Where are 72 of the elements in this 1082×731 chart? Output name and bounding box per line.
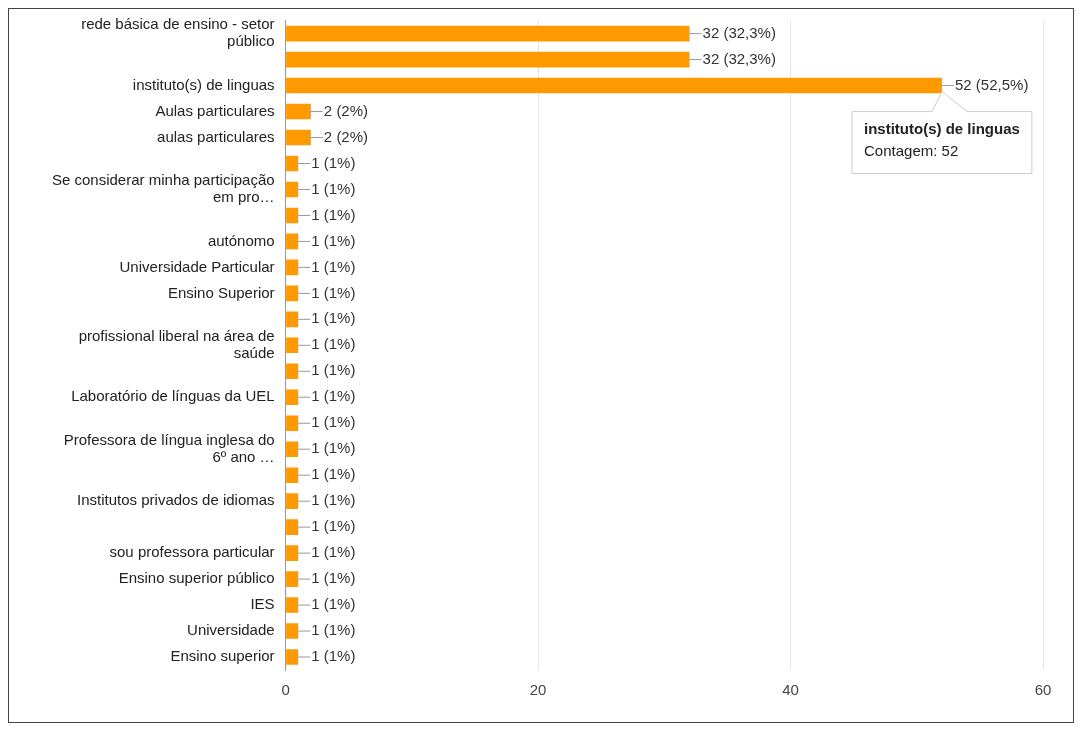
bar xyxy=(286,363,299,380)
data-label: 1 (1%) xyxy=(311,517,356,535)
y-tick-label: Institutos privados de idiomas xyxy=(77,491,275,509)
bar xyxy=(286,103,311,120)
data-label: 1 (1%) xyxy=(311,361,356,379)
bar xyxy=(286,259,299,276)
bar xyxy=(286,77,943,94)
y-tick-label: Ensino superior público xyxy=(118,569,275,587)
bar xyxy=(286,233,299,250)
y-tick-label: Professora de língua inglesa do 6º ano … xyxy=(63,430,275,465)
bar xyxy=(286,545,299,561)
bar xyxy=(286,519,299,535)
bar xyxy=(286,441,299,458)
bar xyxy=(286,493,299,509)
data-label: 32 (32,3%) xyxy=(702,49,776,67)
y-tick-label: sou professora particular xyxy=(109,543,275,561)
y-tick-label: IES xyxy=(250,595,275,613)
bar xyxy=(286,467,299,483)
data-label: 1 (1%) xyxy=(311,647,356,665)
x-tick-label: 0 xyxy=(281,681,290,699)
y-tick-label: rede básica de ensino - setor público xyxy=(81,15,275,50)
x-tick-label: 20 xyxy=(529,681,547,699)
data-label: 1 (1%) xyxy=(311,335,356,353)
data-label: 1 (1%) xyxy=(311,465,356,483)
bar xyxy=(286,389,299,406)
data-label: 1 (1%) xyxy=(311,231,356,249)
bar xyxy=(286,649,299,665)
y-tick-label: Ensino Superior xyxy=(167,283,275,301)
bar xyxy=(286,181,299,198)
y-tick-label: Ensino superior xyxy=(170,647,275,665)
y-tick-label: profissional liberal na área de saúde xyxy=(78,326,275,362)
data-label: 1 (1%) xyxy=(311,491,356,509)
bar xyxy=(286,129,311,146)
data-label: 1 (1%) xyxy=(311,569,356,587)
y-tick-label: instituto(s) de linguas xyxy=(132,75,275,93)
bar xyxy=(286,623,299,639)
bar xyxy=(286,25,690,42)
x-tick-label: 60 xyxy=(1034,681,1052,699)
data-label: 1 (1%) xyxy=(311,309,356,327)
data-label: 2 (2%) xyxy=(323,127,369,145)
data-label: 1 (1%) xyxy=(311,153,356,171)
bar xyxy=(286,597,299,613)
data-label: 1 (1%) xyxy=(311,205,356,223)
data-label: 52 (52,5%) xyxy=(955,75,1029,93)
data-label: 1 (1%) xyxy=(311,387,356,405)
data-label: 1 (1%) xyxy=(311,543,356,561)
data-label: 1 (1%) xyxy=(311,179,356,197)
data-label: 32 (32,3%) xyxy=(702,23,776,41)
bar xyxy=(286,415,299,432)
y-tick-label: aulas particulares xyxy=(157,127,275,145)
data-label: 1 (1%) xyxy=(311,595,356,613)
data-label: 1 (1%) xyxy=(311,283,356,301)
annotation: instituto(s) de linguas Contagem: 52 xyxy=(864,119,1020,159)
y-tick-label: Universidade Particular xyxy=(119,257,275,275)
data-label: 1 (1%) xyxy=(311,413,356,431)
y-tick-label: Universidade xyxy=(187,621,275,639)
data-label: 1 (1%) xyxy=(311,439,356,457)
y-tick-label: Se considerar minha participação em pro… xyxy=(51,170,275,206)
data-label: 1 (1%) xyxy=(311,621,356,639)
bar xyxy=(286,311,299,328)
bar xyxy=(286,337,299,354)
x-tick-label: 40 xyxy=(782,681,799,699)
y-tick-label: Aulas particulares xyxy=(155,101,275,119)
y-tick-label: Laboratório de línguas da UEL xyxy=(71,387,275,405)
y-tick-label: autónomo xyxy=(207,231,275,249)
bar xyxy=(286,207,299,224)
bar xyxy=(286,51,690,68)
bar xyxy=(286,571,299,587)
data-label: 2 (2%) xyxy=(323,101,369,119)
bar xyxy=(286,155,299,172)
bar xyxy=(286,285,299,302)
data-label: 1 (1%) xyxy=(311,257,356,275)
